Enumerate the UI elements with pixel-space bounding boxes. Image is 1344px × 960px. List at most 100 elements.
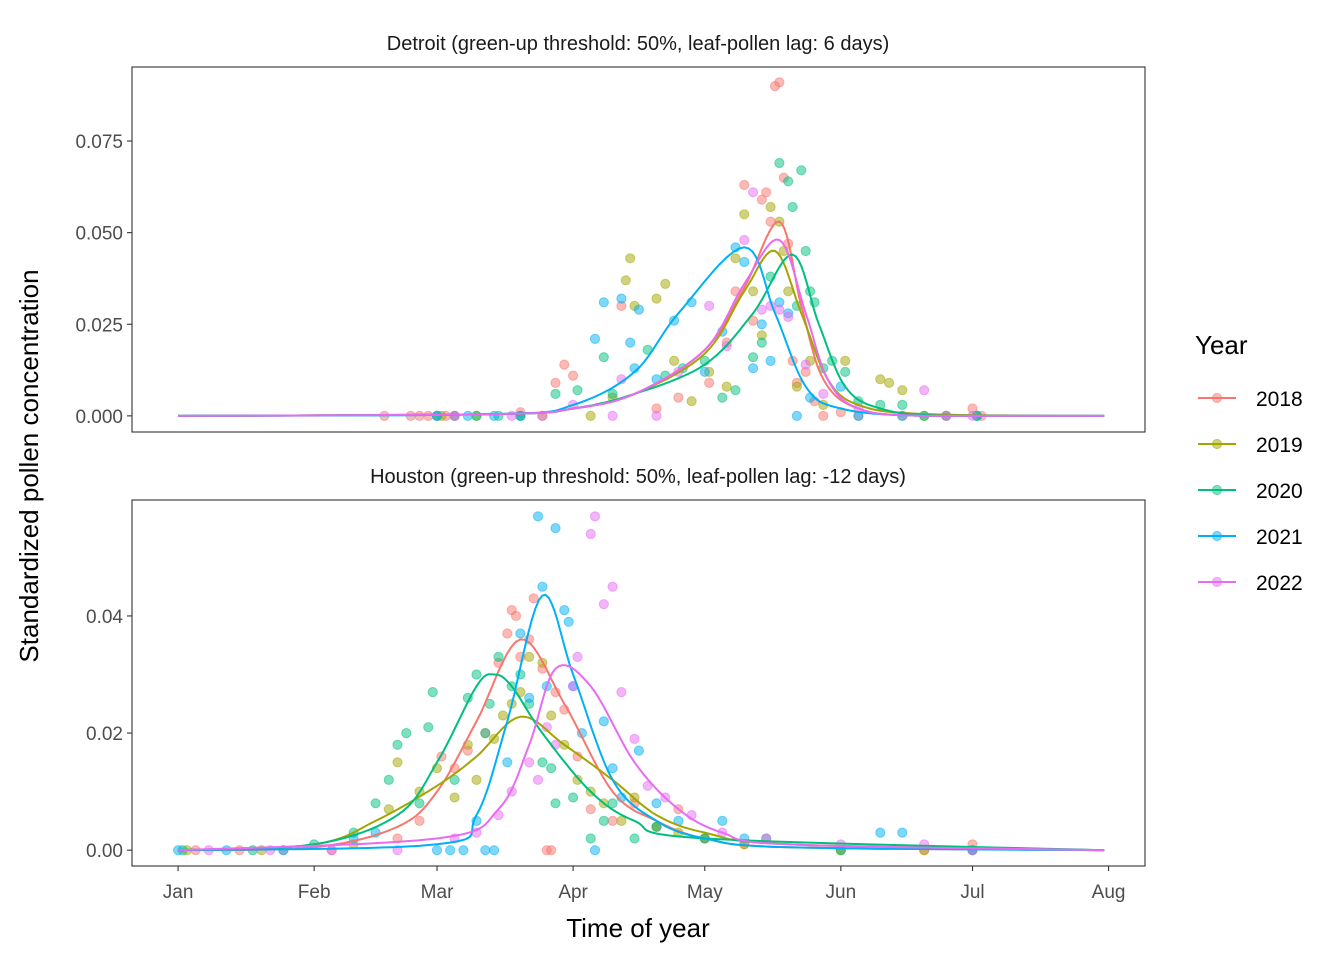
point-2019 xyxy=(840,355,851,366)
point-2021 xyxy=(598,297,609,308)
point-2021 xyxy=(598,716,609,727)
point-2021 xyxy=(445,845,456,856)
point-2019 xyxy=(897,385,908,396)
point-2020 xyxy=(383,774,394,786)
point-2018 xyxy=(568,370,579,381)
point-2021 xyxy=(589,333,601,344)
point-2020 xyxy=(493,651,504,663)
point-2021 xyxy=(524,692,535,704)
fit-curve-2019 xyxy=(178,715,1105,852)
point-2020 xyxy=(550,388,561,399)
point-2021 xyxy=(791,410,803,421)
point-2021 xyxy=(616,293,627,304)
point-2022 xyxy=(818,388,829,399)
point-2020 xyxy=(607,798,618,809)
y-tick-label: 0.075 xyxy=(75,132,123,153)
point-2021 xyxy=(739,256,750,268)
point-2020 xyxy=(598,815,609,827)
point-2021 xyxy=(489,410,500,421)
point-2019 xyxy=(546,710,557,721)
point-2021 xyxy=(699,366,710,377)
point-2018 xyxy=(818,410,829,421)
point-2019 xyxy=(471,774,482,786)
point-2020 xyxy=(585,833,596,844)
x-tick-label: Jan xyxy=(163,882,194,903)
y-tick-label: 0.02 xyxy=(86,724,123,745)
fit-curve-2022 xyxy=(178,664,1105,852)
point-2018 xyxy=(774,77,785,88)
x-tick-label: Feb xyxy=(298,882,331,903)
legend-item-2021: 2021 xyxy=(1198,526,1303,549)
point-2018 xyxy=(673,392,684,403)
point-2021 xyxy=(458,845,469,856)
point-2022 xyxy=(739,234,750,246)
point-2020 xyxy=(546,763,557,774)
point-2018 xyxy=(585,804,596,815)
legend-item-2020: 2020 xyxy=(1198,480,1303,503)
point-2019 xyxy=(620,275,631,286)
point-2020 xyxy=(568,792,579,803)
panel-background xyxy=(132,67,1145,432)
point-2021 xyxy=(559,605,570,616)
y-tick-label: 0.000 xyxy=(75,407,123,428)
point-2020 xyxy=(471,669,482,680)
legend-label: 2022 xyxy=(1256,572,1303,595)
point-2018 xyxy=(739,179,750,191)
fit-curve-2020 xyxy=(178,673,1105,852)
point-2020 xyxy=(629,833,640,844)
y-axis-label: Standardized pollen concentration xyxy=(14,269,44,662)
legend-label: 2018 xyxy=(1256,388,1303,411)
point-2018 xyxy=(546,845,557,856)
point-2019 xyxy=(524,651,535,663)
point-2018 xyxy=(761,187,772,198)
legend-label: 2021 xyxy=(1256,526,1303,549)
point-2020 xyxy=(756,337,767,348)
point-2020 xyxy=(392,739,403,750)
point-2019 xyxy=(765,201,776,213)
point-2022 xyxy=(704,300,715,311)
point-2018 xyxy=(528,593,539,604)
point-2022 xyxy=(629,733,640,745)
point-2021 xyxy=(625,337,636,348)
point-2019 xyxy=(651,293,662,304)
point-2019 xyxy=(730,253,741,264)
point-2019 xyxy=(721,381,732,392)
point-2022 xyxy=(651,410,662,421)
point-2021 xyxy=(717,815,728,827)
point-2022 xyxy=(532,774,544,786)
point-2021 xyxy=(633,304,645,315)
legend-point xyxy=(1211,438,1223,450)
point-2019 xyxy=(748,286,759,297)
panel-houston: 0.00 0.02 0.04 xyxy=(86,499,1146,867)
point-2021 xyxy=(897,827,908,838)
point-2021 xyxy=(462,410,473,421)
point-2020 xyxy=(401,728,412,739)
point-2019 xyxy=(686,396,697,407)
point-2020 xyxy=(550,798,561,809)
fit-curve-2021 xyxy=(178,593,1105,852)
x-tick-label: Aug xyxy=(1092,882,1126,903)
point-2018 xyxy=(502,628,513,639)
point-2022 xyxy=(585,528,596,540)
panel-detroit: 0.000 0.025 0.050 0.075 xyxy=(75,66,1146,433)
point-2018 xyxy=(550,377,561,388)
point-2019 xyxy=(669,355,680,366)
point-2020 xyxy=(449,774,460,786)
x-tick-label: Jul xyxy=(960,882,984,903)
fit-curve-2021 xyxy=(178,246,1105,417)
panel-border xyxy=(131,66,1146,433)
point-2020 xyxy=(423,722,434,733)
x-tick-label: Jun xyxy=(826,882,857,903)
point-2022 xyxy=(598,599,609,610)
point-2019 xyxy=(791,381,803,392)
point-2022 xyxy=(524,757,535,768)
point-2018 xyxy=(510,610,522,622)
point-2021 xyxy=(607,763,618,774)
point-2022 xyxy=(748,187,759,198)
point-2020 xyxy=(717,392,728,403)
point-2021 xyxy=(748,363,759,374)
point-2022 xyxy=(919,385,930,396)
point-2020 xyxy=(607,388,618,399)
point-2020 xyxy=(840,366,851,377)
